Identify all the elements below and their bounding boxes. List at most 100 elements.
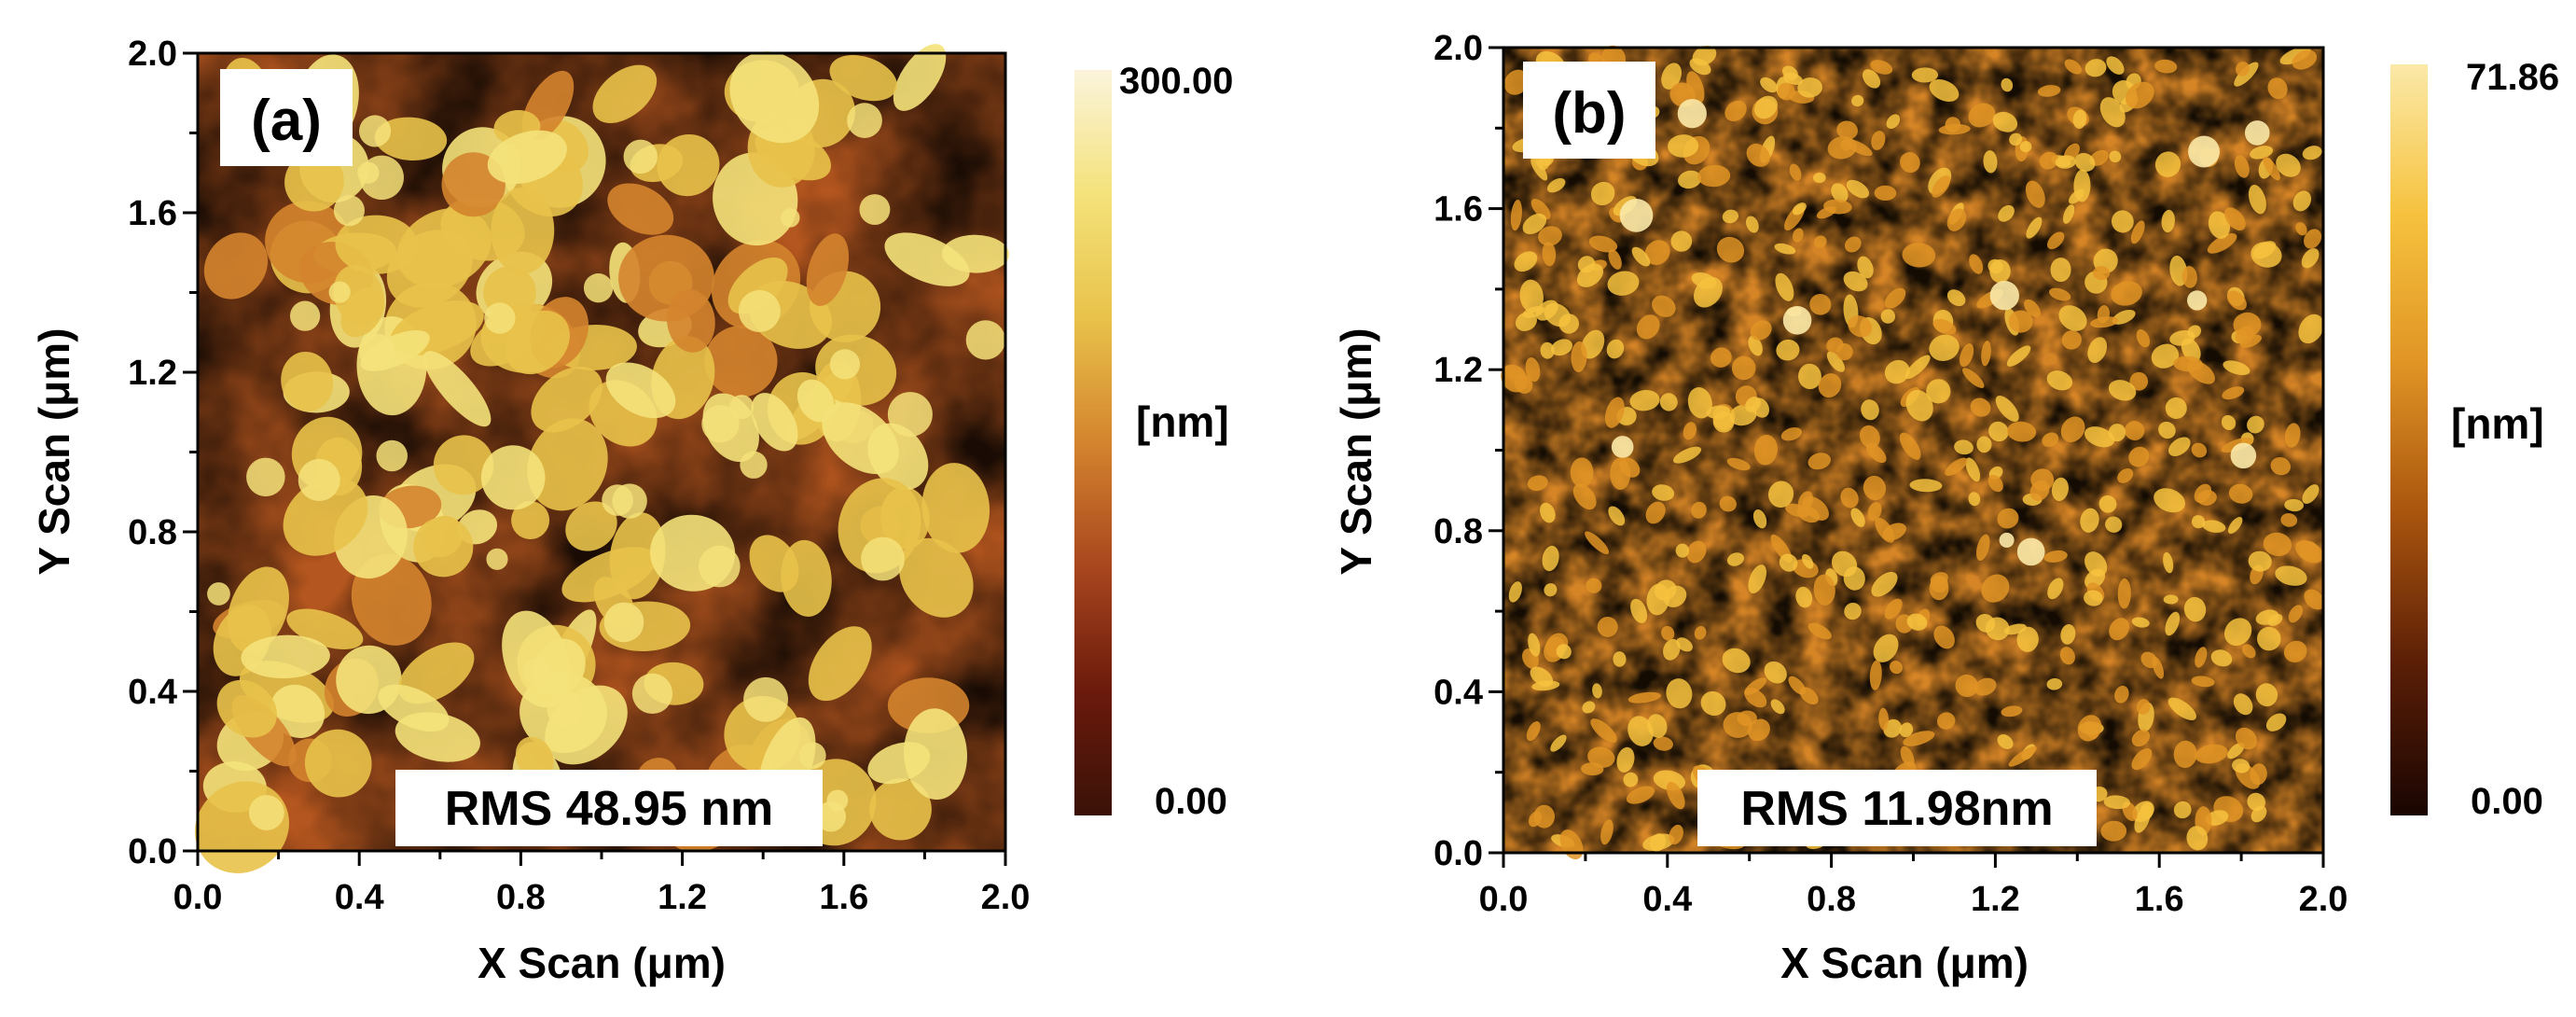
grain xyxy=(1719,495,1737,512)
grain xyxy=(1540,341,1555,359)
colorbar-unit-a: [nm] xyxy=(1136,397,1229,446)
grain xyxy=(1631,246,1651,267)
grain xyxy=(1932,175,1951,198)
grain xyxy=(2108,380,2137,401)
grain xyxy=(2084,59,2107,77)
grain xyxy=(893,44,947,111)
grain-peak xyxy=(1611,436,1634,458)
grain xyxy=(1823,199,1852,215)
grain xyxy=(1661,63,1682,90)
grain xyxy=(2226,290,2247,311)
grain xyxy=(2248,550,2272,572)
grain xyxy=(2061,330,2082,350)
grain xyxy=(1926,379,1951,404)
grain xyxy=(1533,804,1555,829)
grain xyxy=(1827,136,1857,160)
grain xyxy=(1843,271,1868,292)
grain xyxy=(1586,578,1602,593)
grain xyxy=(1960,343,1974,368)
grain xyxy=(203,232,269,300)
grain xyxy=(1530,198,1551,220)
grain-peak xyxy=(826,789,849,812)
grain xyxy=(2008,310,2033,333)
grain xyxy=(1869,660,1882,690)
grain xyxy=(1945,457,1968,476)
grain xyxy=(1946,208,1967,231)
grain xyxy=(1904,355,1931,380)
grain xyxy=(2047,578,2064,600)
grain-peak xyxy=(603,602,644,643)
grain xyxy=(1737,710,1757,727)
grain-peak xyxy=(357,161,380,184)
grain xyxy=(607,183,674,235)
grain xyxy=(829,55,897,102)
grain xyxy=(1826,351,1845,372)
grain xyxy=(1683,422,1697,440)
grain xyxy=(1831,183,1849,203)
grain xyxy=(1644,240,1670,265)
grain xyxy=(1678,170,1702,189)
grain xyxy=(1619,457,1641,478)
grain xyxy=(2140,651,2158,669)
grain xyxy=(1774,243,1796,255)
grain xyxy=(2255,683,2278,707)
grain xyxy=(1863,475,1887,501)
grain xyxy=(2167,437,2191,457)
grain xyxy=(527,418,608,511)
grain xyxy=(2304,589,2325,610)
grain xyxy=(942,234,1010,273)
grain xyxy=(2234,155,2250,178)
grain xyxy=(1767,481,1794,508)
grain xyxy=(2239,334,2262,348)
x-tick-label: 0.8 xyxy=(496,878,546,917)
grain xyxy=(2109,150,2122,163)
grain xyxy=(511,501,550,540)
grain xyxy=(2008,745,2037,767)
grain xyxy=(1764,661,1787,684)
grain xyxy=(2046,370,2073,391)
grain xyxy=(1546,178,1566,193)
grain-peak xyxy=(623,139,658,174)
grain xyxy=(2163,594,2179,605)
grain xyxy=(1528,633,1541,657)
grain-peak xyxy=(2230,442,2257,469)
grain xyxy=(2233,312,2262,338)
grain xyxy=(1551,339,1572,356)
x-tick-label: 0.0 xyxy=(1479,880,1529,919)
grain xyxy=(374,117,448,161)
grain-peak xyxy=(248,795,284,830)
grain xyxy=(1666,678,1693,709)
grain-peak xyxy=(847,103,882,138)
grain-peak xyxy=(2244,120,2270,146)
grain xyxy=(1862,69,1881,89)
grain xyxy=(2165,611,2181,636)
grain xyxy=(1801,553,1814,569)
y-tick-label: 1.6 xyxy=(128,194,177,233)
grain xyxy=(1663,638,1681,661)
grain xyxy=(2129,371,2149,391)
grain xyxy=(1906,613,1928,631)
grain xyxy=(1843,566,1865,591)
grain xyxy=(241,634,330,679)
grain xyxy=(1861,399,1879,421)
panel-label-box-a xyxy=(220,69,353,166)
grain xyxy=(1539,502,1556,523)
y-tick-label: 0.0 xyxy=(128,832,177,871)
y-axis-title-b: Y Scan (μm) xyxy=(1332,327,1380,575)
grain xyxy=(1753,95,1778,119)
grain xyxy=(1983,150,1998,174)
grain xyxy=(1903,731,1935,746)
grain xyxy=(1873,634,1899,662)
grain xyxy=(2275,565,2307,586)
rms-box-a xyxy=(395,770,823,846)
grain xyxy=(1592,683,1602,699)
grain xyxy=(1753,434,1778,466)
grain xyxy=(505,310,570,375)
grain xyxy=(2235,62,2251,77)
grain xyxy=(1672,446,1702,464)
grain xyxy=(1666,781,1685,810)
grain xyxy=(2111,281,2142,306)
grain xyxy=(2165,397,2187,419)
grain xyxy=(2117,467,2134,483)
grain xyxy=(2248,184,2266,215)
